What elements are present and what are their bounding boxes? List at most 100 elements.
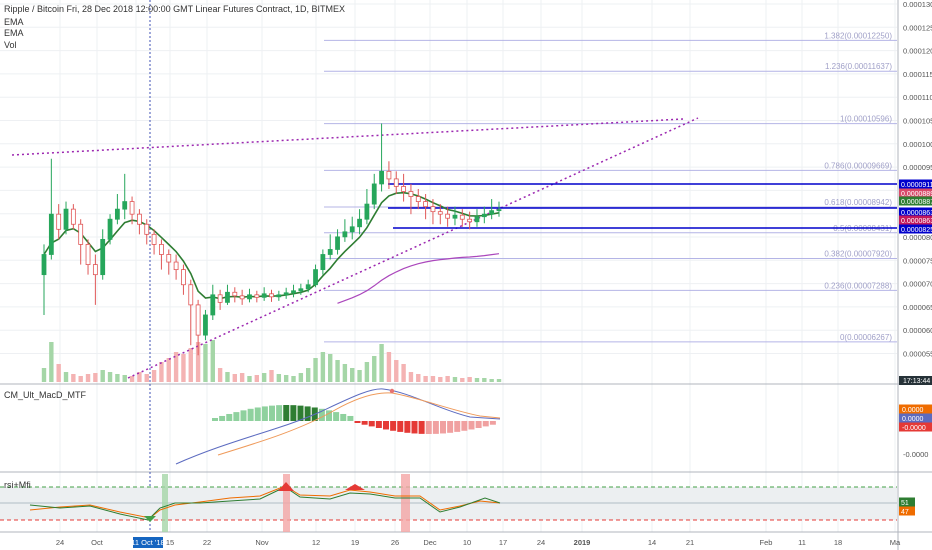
trend-lines[interactable] (11, 117, 699, 379)
macd-badge (899, 404, 932, 414)
price-axis-label: 0.00006500 (903, 303, 932, 312)
indicator-label-vol[interactable]: Vol (4, 40, 17, 50)
candle-body (481, 213, 487, 218)
volume-bar (467, 377, 472, 382)
macd-histogram-bar (390, 421, 397, 431)
candle-body (70, 208, 76, 225)
candle (48, 158, 54, 260)
macd-histogram-bar (254, 407, 261, 421)
volume-bar (474, 378, 480, 382)
price-axis[interactable]: 0.00013000 0.00012500 0.00012000 0.00011500… (903, 0, 932, 359)
candle (151, 229, 157, 255)
candle (474, 209, 480, 227)
macd-histogram-bar (326, 410, 332, 421)
volume-bar (372, 356, 377, 382)
volume-bar (210, 340, 215, 382)
fib-level-label: 0(0.00006267) (840, 333, 892, 342)
macd-histogram-bar (489, 421, 496, 425)
macd-label[interactable]: CM_Ult_MacD_MTF (4, 390, 87, 400)
time-axis[interactable]: 24 Oct 11 Oct '18 15 22 Nov 12 19 26 Dec 10 17 24 201… (56, 537, 901, 548)
time-badge (899, 376, 932, 385)
candle (342, 219, 348, 242)
macd-histogram-bar (212, 418, 218, 421)
rsi-label[interactable]: rsi+Mfi (4, 480, 31, 490)
candle (445, 206, 451, 227)
candle (232, 287, 238, 303)
price-axis-label: 0.00012000 (903, 47, 932, 56)
volume-bar (195, 342, 201, 382)
macd-histogram-bar (276, 405, 283, 421)
fib-level-label: 1(0.00010596) (840, 115, 892, 124)
fibonacci-retracement[interactable]: 1.382(0.00012250) 1.236(0.00011637) 1(0.00… (324, 31, 897, 343)
candle-body (415, 196, 421, 202)
candle (144, 219, 150, 245)
macd-histogram-bar (226, 413, 233, 421)
candle (371, 173, 377, 210)
candle-body (401, 186, 406, 192)
candle-body (386, 170, 392, 180)
candle (181, 264, 186, 295)
candle-body (357, 218, 362, 228)
chart-title: Ripple / Bitcoin Fri, 28 Dec 2018 12:00:… (4, 4, 345, 14)
candle (481, 206, 487, 224)
candle (269, 289, 274, 302)
time-axis-label: 18 (834, 538, 842, 547)
candle-body (195, 304, 201, 336)
time-axis-label: 2019 (574, 538, 591, 547)
volume-bar (225, 372, 230, 382)
volume-bar (63, 372, 69, 382)
price-axis-label: 0.00008000 (903, 233, 932, 242)
volume-bar (305, 368, 311, 382)
candle (313, 264, 318, 288)
candle-body (254, 294, 260, 298)
candle (195, 299, 201, 356)
candle-body (320, 254, 326, 271)
price-badge (899, 215, 932, 225)
candle-body (78, 223, 84, 245)
macd-cross-marker (389, 388, 395, 394)
time-axis-label: 17 (499, 538, 507, 547)
macd-histogram-bar (261, 406, 268, 421)
lower-trend-line[interactable] (127, 117, 699, 379)
indicator-label-ema-2[interactable]: EMA (4, 28, 24, 38)
price-badge (899, 179, 932, 189)
macd-histogram-bar (304, 406, 311, 421)
candle-body (276, 294, 282, 298)
volume-bar (386, 352, 392, 382)
macd-histogram-bar (354, 421, 361, 423)
candle (92, 254, 98, 305)
horizontal-levels[interactable] (388, 183, 897, 229)
candle (173, 254, 179, 280)
volume-bar (328, 354, 333, 382)
price-axis-label: 0.00005500 (903, 350, 932, 359)
volume-bar (115, 374, 120, 382)
candle-body (100, 238, 106, 276)
macd-histogram-bar (411, 421, 418, 434)
candle (225, 284, 230, 305)
candle-body (393, 178, 399, 187)
volume-bar (49, 342, 54, 382)
volume-bar (276, 374, 282, 382)
candle-body (203, 314, 208, 336)
indicator-label-ema-1[interactable]: EMA (4, 17, 24, 27)
candle-body (313, 269, 318, 286)
time-axis-label: 14 (648, 538, 656, 547)
candle (401, 173, 406, 202)
volume-bar (291, 376, 296, 382)
rsi-triangle-marker (144, 516, 156, 522)
candle-body (379, 170, 384, 185)
fib-level-label: 0.382(0.00007920) (824, 250, 892, 259)
candle-body (188, 284, 194, 306)
macd-histogram-bar (425, 421, 432, 434)
macd-histogram-bar (404, 421, 411, 433)
fib-level-label: 0.786(0.00009669) (824, 161, 892, 170)
candle-body (349, 226, 355, 233)
time-axis-label: Feb (760, 538, 773, 547)
price-axis-label: 0.00011000 (903, 93, 932, 102)
volume-bar (364, 362, 370, 382)
upper-trend-line[interactable] (11, 118, 684, 156)
